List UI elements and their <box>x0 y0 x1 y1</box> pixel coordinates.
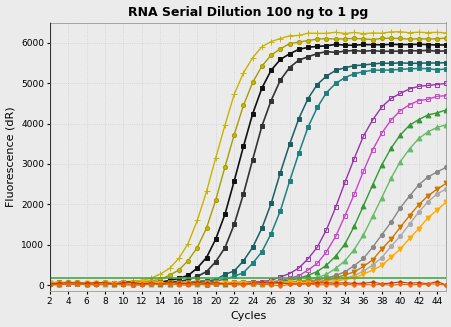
Y-axis label: Fluorescence (dR): Fluorescence (dR) <box>5 107 15 207</box>
X-axis label: Cycles: Cycles <box>230 311 266 321</box>
Title: RNA Serial Dilution 100 ng to 1 pg: RNA Serial Dilution 100 ng to 1 pg <box>128 6 368 19</box>
